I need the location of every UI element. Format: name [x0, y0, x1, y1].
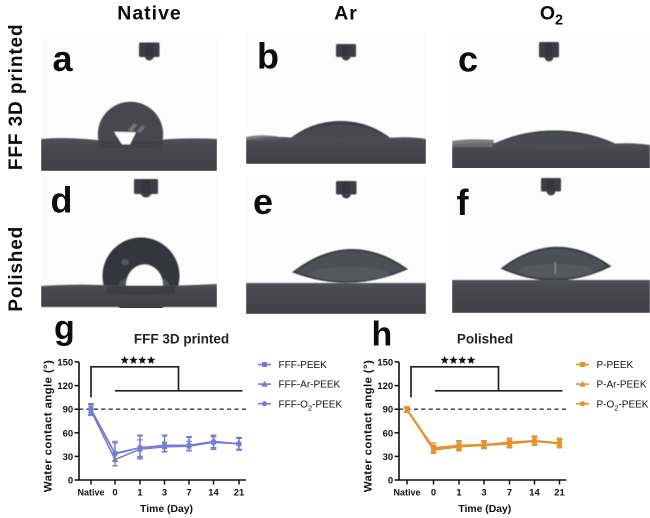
- svg-text:14: 14: [529, 487, 540, 498]
- svg-text:21: 21: [554, 487, 564, 498]
- svg-text:60: 60: [383, 428, 394, 439]
- svg-text:P-O2-PEEK: P-O2-PEEK: [597, 399, 649, 412]
- svg-text:0: 0: [388, 476, 393, 487]
- svg-text:30: 30: [383, 452, 394, 463]
- svg-text:a: a: [53, 38, 74, 79]
- svg-text:P-PEEK: P-PEEK: [597, 360, 634, 371]
- svg-text:120: 120: [377, 381, 393, 392]
- svg-text:1: 1: [137, 487, 142, 498]
- svg-text:Polished: Polished: [6, 226, 27, 312]
- svg-text:14: 14: [208, 487, 219, 498]
- svg-text:150: 150: [377, 357, 393, 368]
- svg-text:Native: Native: [393, 488, 420, 498]
- svg-text:d: d: [51, 180, 73, 221]
- svg-text:c: c: [458, 39, 478, 80]
- svg-text:Time (Day): Time (Day): [140, 504, 193, 515]
- svg-text:150: 150: [57, 357, 73, 368]
- svg-text:60: 60: [63, 428, 74, 439]
- svg-text:0: 0: [431, 487, 436, 498]
- svg-text:Water contact angle (°): Water contact angle (°): [43, 360, 55, 492]
- svg-text:21: 21: [234, 487, 244, 498]
- svg-text:0: 0: [68, 476, 73, 487]
- svg-text:3: 3: [162, 487, 167, 498]
- svg-text:FFF 3D printed: FFF 3D printed: [134, 332, 229, 347]
- svg-text:120: 120: [57, 381, 73, 392]
- svg-text:Polished: Polished: [457, 332, 513, 347]
- svg-text:30: 30: [63, 452, 74, 463]
- svg-text:Ar: Ar: [334, 3, 358, 25]
- svg-text:90: 90: [63, 405, 74, 416]
- svg-text:O2: O2: [540, 3, 563, 29]
- svg-text:Native: Native: [77, 488, 104, 498]
- svg-text:90: 90: [383, 405, 394, 416]
- svg-text:b: b: [257, 35, 279, 76]
- svg-text:FFF-PEEK: FFF-PEEK: [279, 360, 328, 371]
- svg-text:FFF-Ar-PEEK: FFF-Ar-PEEK: [279, 380, 341, 391]
- svg-text:P-Ar-PEEK: P-Ar-PEEK: [597, 380, 647, 391]
- svg-text:h: h: [372, 316, 393, 354]
- svg-text:Time (Day): Time (Day): [458, 504, 511, 515]
- svg-text:FFF-O2-PEEK: FFF-O2-PEEK: [279, 399, 343, 412]
- svg-text:FFF 3D printed: FFF 3D printed: [6, 23, 27, 170]
- svg-text:3: 3: [481, 487, 486, 498]
- svg-text:7: 7: [186, 487, 191, 498]
- svg-text:e: e: [253, 181, 273, 222]
- svg-text:0: 0: [112, 487, 117, 498]
- svg-text:Water contact angle (°): Water contact angle (°): [363, 360, 375, 492]
- svg-text:1: 1: [456, 487, 461, 498]
- svg-text:f: f: [457, 182, 470, 223]
- svg-text:7: 7: [507, 487, 512, 498]
- svg-text:g: g: [54, 309, 75, 347]
- svg-text:Native: Native: [117, 3, 182, 25]
